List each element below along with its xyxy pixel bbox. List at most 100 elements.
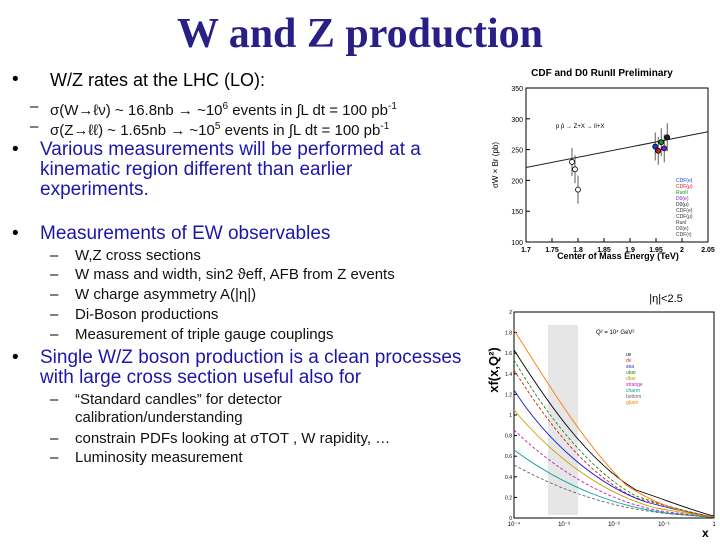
data-point <box>569 159 575 165</box>
sub-item-z-rate: σ(Z→ℓℓ) ~ 1.65nb → ~105 events in ∫L dt … <box>50 121 390 139</box>
bullet-3-text: Measurements of EW observables <box>40 223 331 244</box>
theory-curve <box>525 131 709 168</box>
bullet-marker: • <box>12 223 19 244</box>
dash-marker: – <box>30 118 39 135</box>
bullet-marker: • <box>12 139 19 160</box>
data-point <box>652 143 659 150</box>
y-tick-label: 0.2 <box>505 495 512 501</box>
y-tick-label: 1.8 <box>505 331 512 337</box>
sub-item-cross-sections: W,Z cross sections <box>75 247 201 264</box>
legend-entry: RunI <box>676 220 687 226</box>
x-tick-label: 1.85 <box>597 247 611 254</box>
y-tick-label: 0.6 <box>505 454 512 460</box>
chart-annotation: p p̄ → Z+X → ll+X <box>556 124 604 130</box>
x-tick-label: 1.8 <box>573 247 583 254</box>
x-axis-label: Center of Mass Energy (TeV) <box>557 251 679 261</box>
legend-entry: gluon <box>626 400 638 406</box>
legend-entry: CDF(μ) <box>676 184 693 190</box>
legend-entry: strange <box>626 382 643 388</box>
x-tick-label: 1.9 <box>625 247 635 254</box>
chart-annotation: Q² = 10⁴ GeV² <box>596 329 634 336</box>
pdf-curve <box>513 349 715 517</box>
y-tick-label: 0 <box>509 516 512 522</box>
cross-section-chart: CDF and D0 RunII Preliminary 1.7 1.75 1.8 1.… <box>486 62 718 268</box>
dash-marker: – <box>50 247 59 264</box>
y-axis-label: xf(x,Q²) <box>486 347 501 393</box>
data-point <box>658 139 665 146</box>
y-tick-label: 100 <box>511 240 523 247</box>
x-tick-label: 1.95 <box>649 247 663 254</box>
dash-marker: – <box>50 430 59 447</box>
data-point <box>655 147 662 154</box>
bullet-1-text: W/Z rates at the LHC (LO): <box>50 70 266 90</box>
pdf-curve <box>513 409 715 518</box>
x-axis-label: x <box>702 526 709 540</box>
legend-entry: CDF(e) <box>676 178 693 184</box>
data-point <box>661 145 668 152</box>
sub-item-standard-candles: “Standard candles” for detector calibrat… <box>75 391 282 426</box>
data-point <box>664 134 671 141</box>
pdf-curve <box>513 389 715 518</box>
legend-entry: D0(e) <box>676 226 689 232</box>
legend-entry: CDF(e) <box>676 208 693 214</box>
dash-marker: – <box>50 266 59 283</box>
y-tick-label: 1.2 <box>505 392 512 398</box>
y-tick-label: 350 <box>511 86 523 93</box>
chart-title: CDF and D0 RunII Preliminary <box>531 68 673 79</box>
y-tick-label: 300 <box>511 117 523 124</box>
dash-marker: – <box>50 286 59 303</box>
legend-entry: CDF(μ) <box>676 214 693 220</box>
sub-item-luminosity: Luminosity measurement <box>75 449 243 466</box>
sub-item-diboson: Di-Boson productions <box>75 306 219 323</box>
y-axis-label: σW × Br (pb) <box>491 142 500 188</box>
x-tick-label: 10⁻³ <box>558 522 570 528</box>
pdf-curve <box>513 359 715 518</box>
y-tick-label: 150 <box>511 209 523 216</box>
dash-marker: – <box>50 326 59 343</box>
y-tick-label: 200 <box>511 178 523 185</box>
y-tick-label: 1.4 <box>505 372 512 378</box>
sub-item-charge-asymmetry: W charge asymmetry A(|η|) <box>75 286 257 303</box>
pdf-curve <box>513 369 715 518</box>
page-title: W and Z production <box>176 11 544 57</box>
legend-entry: charm <box>626 388 640 394</box>
y-tick-label: 1.6 <box>505 351 512 357</box>
x-tick-label: 10⁻¹ <box>658 522 670 528</box>
legend-entry: ubar <box>626 370 636 376</box>
dash-marker: – <box>30 98 39 115</box>
sub-item-constrain-pdfs: constrain PDFs looking at σTOT , W rapid… <box>75 430 391 447</box>
x-tick-label: 2 <box>680 247 684 254</box>
dash-marker: – <box>50 449 59 466</box>
legend-entry: sea <box>626 364 634 370</box>
legend-entry: D0(e) <box>676 196 689 202</box>
dash-marker: – <box>50 306 59 323</box>
pdf-curve <box>513 329 715 518</box>
bullet-marker: • <box>12 347 19 368</box>
bullet-marker: • <box>12 69 19 90</box>
x-tick-label: 10⁻² <box>608 522 620 528</box>
sub-item-triple-gauge: Measurement of triple gauge couplings <box>75 326 334 343</box>
legend-entry: RunII <box>676 190 688 196</box>
bullet-4-text: Single W/Z boson production is a clean p… <box>40 347 462 388</box>
x-tick-label: 1.75 <box>545 247 559 254</box>
pdf-chart: |η|<2.5 0 0.2 0.4 0.6 0.8 1 1.2 1.4 1.6 1.8 2 10⁻⁴ 10… <box>486 290 718 540</box>
sub-item-w-mass: W mass and width, sin2 ϑeff, AFB from Z … <box>75 266 395 283</box>
legend-entry: D0(μ) <box>676 202 689 208</box>
legend-entry: dbar <box>626 376 636 382</box>
y-tick-label: 2 <box>509 310 512 316</box>
dash-marker: – <box>50 391 59 408</box>
x-tick-label: 2.05 <box>701 247 715 254</box>
x-tick-label: 1 <box>712 522 716 528</box>
plot-frame <box>513 311 715 519</box>
legend-entry: CDF(τ) <box>676 232 692 238</box>
data-point <box>572 166 578 173</box>
x-tick-label: 1.7 <box>521 247 531 254</box>
y-tick-label: 0.8 <box>505 434 512 440</box>
chart-title: |η|<2.5 <box>649 293 683 305</box>
x-tick-label: 10⁻⁴ <box>508 521 521 528</box>
y-tick-label: 1 <box>509 413 512 419</box>
y-tick-label: 0.4 <box>505 475 512 481</box>
cross-section-plot: CDF and D0 RunII Preliminary 1.7 1.75 1.8 1.… <box>491 68 715 261</box>
legend-entry: bottom <box>626 394 641 400</box>
pdf-plot: |η|<2.5 0 0.2 0.4 0.6 0.8 1 1.2 1.4 1.6 1.8 2 10⁻⁴ 10… <box>486 293 716 540</box>
